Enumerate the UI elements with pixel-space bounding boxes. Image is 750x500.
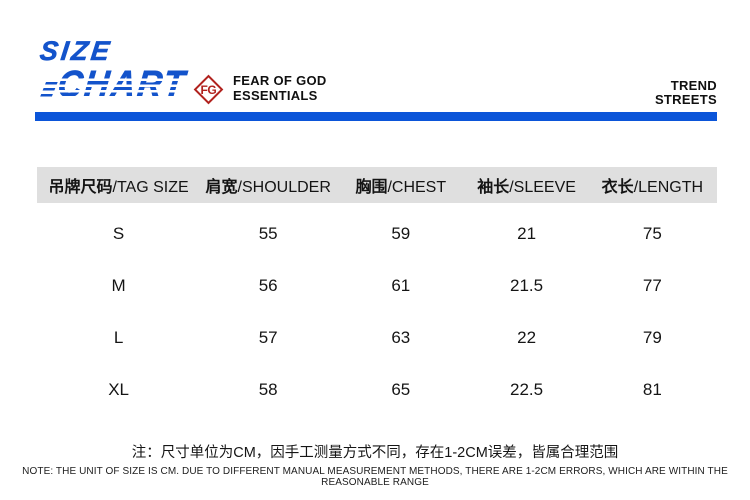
brand-line-1: FEAR OF GOD [233,73,327,88]
cell-length: 75 [642,224,662,243]
column-header-length: 衣长/LENGTH [588,173,717,197]
column-header-en: /SLEEVE [509,179,576,196]
store-name-line-2: STREETS [654,91,717,107]
cell-sleeve: 21.5 [510,276,544,295]
column-header-tag-size: 吊牌尺码/TAG SIZE [37,173,200,197]
cell-size: L [113,328,124,347]
logo-word-size: SIZE [38,36,114,67]
cell-chest: 59 [391,224,411,243]
cell-sleeve: 21 [517,224,537,243]
cell-length: 77 [642,276,662,295]
column-header-zh: 衣长 [601,179,634,196]
column-header-sleeve: 袖长/SLEEVE [465,173,587,197]
column-header-zh: 胸围 [355,179,388,196]
measurement-note-en: NOTE: THE UNIT OF SIZE IS CM. DUE TO DIF… [22,466,728,488]
cell-length: 79 [642,328,662,347]
cell-length: 81 [642,380,662,399]
size-table: 吊牌尺码/TAG SIZE 肩宽/SHOULDER 胸围/CHEST 袖长/SL… [37,167,717,416]
cell-chest: 61 [391,276,411,295]
table-header-row: 吊牌尺码/TAG SIZE 肩宽/SHOULDER 胸围/CHEST 袖长/SL… [37,167,717,203]
cell-chest: 63 [391,328,411,347]
fg-diamond-logo-icon: FG [193,74,224,105]
brand-line-2: ESSENTIALS [233,87,318,103]
store-name: TREND STREETS [655,79,717,106]
column-header-zh: 肩宽 [205,179,238,196]
store-name-line-1: TREND [670,78,717,93]
divider-bar [35,112,717,121]
table-row-xl: XL 58 65 22.5 81 [37,364,717,416]
cell-sleeve: 22.5 [510,380,544,399]
column-header-en: /LENGTH [633,179,704,196]
cell-chest: 65 [391,380,411,399]
logo-word-chart: CHART [55,64,189,107]
cell-shoulder: 58 [258,380,278,399]
column-header-en: /CHEST [387,179,447,196]
column-header-en: /SHOULDER [237,179,331,196]
column-header-zh: 袖长 [477,179,510,196]
cell-sleeve: 22 [517,328,537,347]
size-chart-logo: CHART [39,64,195,107]
brand-name: FEAR OF GOD ESSENTIALS [233,73,327,103]
table-row-m: M 56 61 21.5 77 [37,260,717,312]
table-body: S 55 59 21 75 M 56 61 21.5 77 L 57 63 22… [37,203,717,416]
table-row-s: S 55 59 21 75 [37,208,717,260]
cell-shoulder: 55 [258,224,278,243]
column-header-chest: 胸围/CHEST [336,173,465,197]
column-header-shoulder: 肩宽/SHOULDER [200,173,336,197]
column-header-en: /TAG SIZE [112,179,189,196]
cell-size: S [112,224,125,243]
cell-shoulder: 56 [258,276,278,295]
table-row-l: L 57 63 22 79 [37,312,717,364]
cell-size: M [111,276,126,295]
cell-shoulder: 57 [258,328,278,347]
fg-monogram: FG [200,82,217,97]
cell-size: XL [108,380,129,399]
measurement-note-zh: 注：尺寸单位为CM，因手工测量方式不同，存在1-2CM误差，皆属合理范围 [131,445,619,461]
column-header-zh: 吊牌尺码 [48,179,113,196]
speed-dashes [39,82,58,97]
